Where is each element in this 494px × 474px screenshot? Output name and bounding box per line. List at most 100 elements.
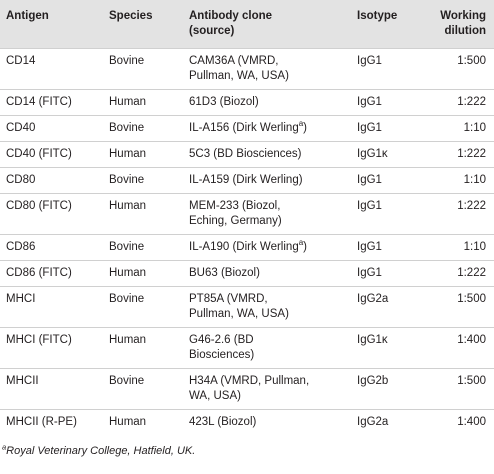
table-cell: Human [103,90,183,116]
cell-text: 61D3 (Biozol) [189,96,259,108]
table-cell: 1:500 [421,287,494,328]
table-row: CD86 Bovine IL-A190 (Dirk Werlinga) IgG1 1:1… [0,234,494,261]
cell-text: IgG1κ [357,148,388,160]
table-cell: Bovine [103,287,183,328]
column-header: Isotype [351,0,421,49]
table-cell: IgG2b [351,369,421,410]
table-cell: 1:10 [421,168,494,194]
table-cell: BU63 (Biozol) [183,261,351,287]
table-cell: Human [103,142,183,168]
cell-text: IgG2a [357,416,389,428]
cell-text: IgG1 [357,174,382,186]
table-cell: CD86 (FITC) [0,261,103,287]
header-line: Working [440,10,486,22]
header-line: Antibody clone [189,10,273,22]
table-cell: 1:400 [421,328,494,369]
table-row: CD80 (FITC) Human MEM-233 (Biozol, Eching, … [0,193,494,235]
table-cell: IgG1 [351,194,421,235]
cell-text: 1:500 [457,55,486,67]
table-cell: CD80 [0,168,103,194]
table-row: CD40 Bovine IL-A156 (Dirk Werlinga) IgG1 1:1… [0,115,494,142]
header-text: Isotype [357,10,398,22]
table-cell: CD14 (FITC) [0,90,103,116]
cell-text: 1:400 [457,416,486,428]
antibody-table: Antigen Species Antibody clone (source) Isot… [0,0,494,436]
cell-text: Bovine [109,375,145,387]
header-text: Antigen [6,10,49,22]
cell-text: CD40 (FITC) [6,148,72,160]
cell-text: IgG1 [357,96,382,108]
table-cell: 1:10 [421,235,494,261]
header-line: (source) [189,25,235,37]
cell-text: 5C3 (BD Biosciences) [189,148,302,160]
cell-text: Bovine [109,55,145,67]
column-header: Species [103,0,183,49]
table-cell: MHCI [0,287,103,328]
column-header: Antibody clone (source) [183,0,351,49]
table-cell: CD14 [0,49,103,90]
footnote-text: Royal Veterinary College, Hatfield, UK. [6,445,196,457]
header-row: Antigen Species Antibody clone (source) Isot… [0,0,494,49]
table-body: CD14 Bovine CAM36A (VMRD, Pullman, WA, USA)… [0,48,494,436]
table-cell: IgG1 [351,261,421,287]
cell-line: Pullman, WA, USA) [189,308,289,320]
cell-text: IgG2a [357,293,389,305]
cell-text: 1:222 [457,200,486,212]
cell-text: Bovine [109,174,145,186]
cell-text: 1:500 [457,293,486,305]
table-cell: IgG1 [351,49,421,90]
cell-text: 1:500 [457,375,486,387]
table-cell: 1:400 [421,410,494,436]
cell-text: CD14 (FITC) [6,96,72,108]
cell-text: Human [109,267,147,279]
table-row: MHCI Bovine PT85A (VMRD, Pullman, WA, USA) I… [0,286,494,328]
cell-text: Human [109,416,147,428]
header-text: Species [109,10,153,22]
table-cell: IgG1 [351,116,421,142]
cell-text: ) [303,241,308,253]
cell-text: Human [109,200,147,212]
table-cell: Human [103,410,183,436]
cell-text: CD80 [6,174,36,186]
table-cell: MHCI (FITC) [0,328,103,369]
cell-text: Bovine [109,293,145,305]
cell-text: CD14 [6,55,36,67]
footnote-ref: a [298,119,304,129]
cell-text: IgG1κ [357,334,388,346]
table-row: CD80 Bovine IL-A159 (Dirk Werling) IgG1 1:10 [0,167,494,194]
cell-text: MHCI [6,293,36,305]
cell-text: Human [109,148,147,160]
column-header: Working dilution [421,0,494,49]
table-cell: IgG1 [351,168,421,194]
table-cell: G46-2.6 (BD Biosciences) [183,328,351,369]
table-cell: 1:222 [421,194,494,235]
cell-text: Human [109,96,147,108]
cell-text: ) [303,122,308,134]
cell-text: IgG2b [357,375,389,387]
cell-text: 1:222 [457,148,486,160]
cell-text: MHCII (R-PE) [6,416,77,428]
cell-text: IgG1 [357,200,382,212]
cell-text: IgG1 [357,55,382,67]
cell-text: IgG1 [357,122,382,134]
table-cell: 1:222 [421,261,494,287]
table-cell: H34A (VMRD, Pullman, WA, USA) [183,369,351,410]
cell-line: CAM36A (VMRD, [189,55,279,67]
table-cell: 61D3 (Biozol) [183,90,351,116]
cell-text: CD86 (FITC) [6,267,72,279]
table-cell: IgG1κ [351,328,421,369]
table-cell: CD86 [0,235,103,261]
table-cell: CAM36A (VMRD, Pullman, WA, USA) [183,49,351,90]
table-cell: IL-A190 (Dirk Werlinga) [183,235,351,261]
cell-text: BU63 (Biozol) [189,267,260,279]
table-cell: CD40 (FITC) [0,142,103,168]
cell-text: 1:400 [457,334,486,346]
cell-line: PT85A (VMRD, [189,293,268,305]
table-cell: Human [103,194,183,235]
table-cell: Human [103,261,183,287]
table-cell: IgG1 [351,235,421,261]
cell-text: 1:10 [463,174,486,186]
cell-line: WA, USA) [189,390,241,402]
footnote-mark: a [2,442,7,452]
cell-line: G46-2.6 (BD [189,334,254,346]
